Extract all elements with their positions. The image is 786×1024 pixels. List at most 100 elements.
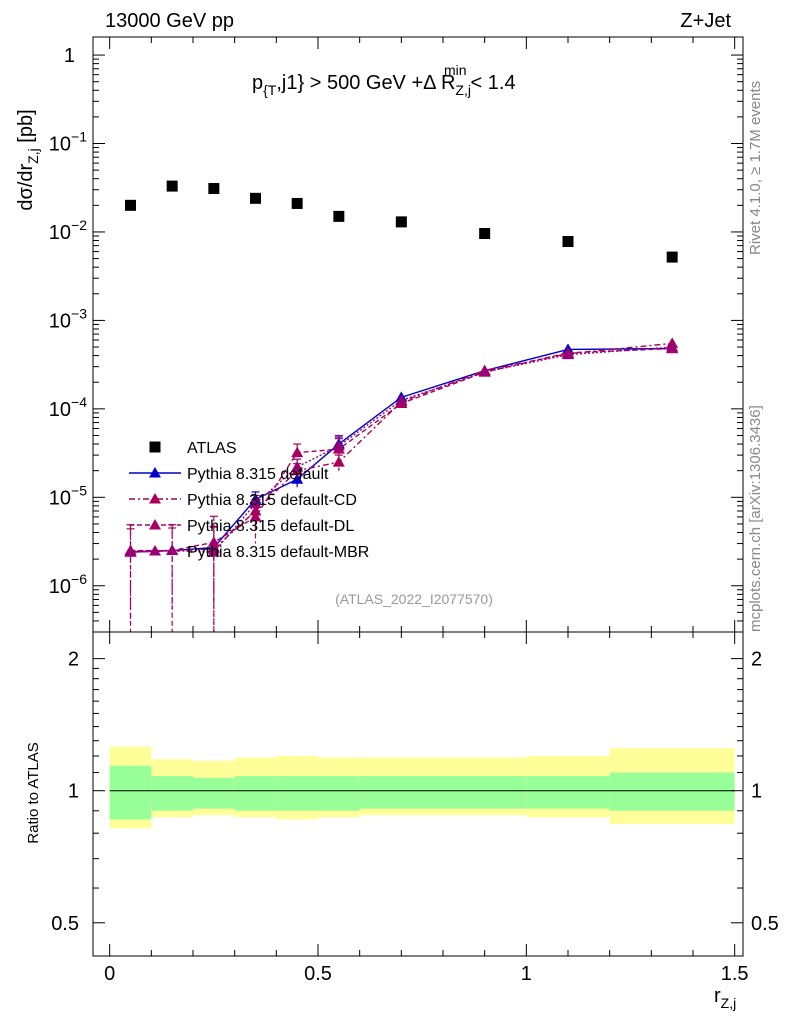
y-tick-base: 10 bbox=[49, 576, 71, 598]
ratio-band-inner bbox=[193, 777, 235, 809]
main-panel: 110−110−210−310−410−510−6 bbox=[49, 36, 744, 633]
series-line-4 bbox=[130, 346, 673, 553]
ratio-band-inner bbox=[359, 776, 443, 809]
x-tick-label: 0 bbox=[104, 963, 115, 985]
y-tick-label: 10−5 bbox=[49, 482, 87, 509]
series-point-4 bbox=[562, 348, 574, 360]
energy-label: 13000 GeV pp bbox=[105, 10, 234, 32]
atlas-point bbox=[479, 228, 491, 240]
series-point-4 bbox=[291, 461, 304, 472]
title-pt: p bbox=[252, 72, 263, 94]
x-axis-label-main: r bbox=[714, 985, 721, 1007]
title-cut: < 1.4 bbox=[471, 72, 516, 94]
legend-marker bbox=[149, 519, 161, 530]
y-tick-exp: −4 bbox=[71, 394, 87, 410]
ratio-panel: 0.5 0.5 1 1 2 2 0 0.5 1 1.5 bbox=[51, 631, 779, 985]
ratio-tick-label-right: 0.5 bbox=[751, 913, 779, 935]
atlas-point bbox=[666, 251, 678, 263]
atlas-point bbox=[562, 235, 574, 247]
x-tick-label: 0.5 bbox=[304, 963, 332, 985]
series-point-4 bbox=[332, 440, 345, 451]
legend: ATLAS Pythia 8.315 default Pythia 8.315 de… bbox=[129, 440, 369, 561]
rivet-version-label: Rivet 4.1.0, ≥ 1.7M events bbox=[747, 80, 764, 255]
y-tick-label: 10−6 bbox=[49, 571, 87, 598]
ratio-band-inner bbox=[443, 776, 527, 809]
y-tick-label: 1 bbox=[64, 45, 75, 67]
y-tick-label: 10−4 bbox=[49, 394, 87, 421]
ratio-band-inner bbox=[318, 776, 360, 811]
legend-marker bbox=[149, 545, 161, 556]
y-axis-label-unit: [pb] bbox=[15, 109, 37, 148]
y-tick-label: 10−3 bbox=[49, 305, 87, 332]
legend-marker-atlas bbox=[149, 441, 161, 453]
ratio-tick-label: 0.5 bbox=[51, 913, 79, 935]
series-point-4 bbox=[395, 394, 408, 405]
y-tick-exp: −6 bbox=[71, 571, 87, 587]
ratio-tick-label: 2 bbox=[68, 649, 79, 671]
series-point-4 bbox=[478, 366, 491, 377]
ratio-band-inner bbox=[276, 776, 318, 811]
ratio-tick-label: 1 bbox=[68, 781, 79, 803]
y-axis-label-main: dσ/dr bbox=[15, 164, 37, 211]
y-tick-exp: −3 bbox=[71, 305, 87, 321]
series-line-3 bbox=[130, 347, 673, 552]
legend-label: Pythia 8.315 default-DL bbox=[187, 518, 354, 535]
title-dr-sub: Z,j bbox=[455, 82, 471, 98]
y-tick-exp: −1 bbox=[71, 129, 87, 145]
y-tick-base: 10 bbox=[49, 399, 71, 421]
series-point-4 bbox=[207, 546, 220, 557]
title-pt-sub: {T bbox=[263, 82, 277, 98]
process-label: Z+Jet bbox=[680, 10, 731, 32]
chart-title: p{T,j1} > 500 GeV +Δ RZ,j min< 1.4 bbox=[252, 62, 516, 98]
y-tick-base: 10 bbox=[49, 487, 71, 509]
legend-label: Pythia 8.315 default-MBR bbox=[187, 544, 369, 561]
ratio-y-axis-label: Ratio to ATLAS bbox=[25, 742, 42, 843]
legend-marker bbox=[149, 467, 161, 478]
y-axis-label: dσ/drZ,j [pb] bbox=[15, 109, 41, 210]
y-tick-label: 10−1 bbox=[49, 129, 87, 156]
ratio-band-inner bbox=[109, 765, 152, 820]
legend-label: Pythia 8.315 default-CD bbox=[187, 492, 357, 509]
ratio-band-inner bbox=[151, 776, 193, 811]
title-dr-sup: min bbox=[444, 62, 467, 78]
y-tick-label: 10−2 bbox=[49, 217, 87, 244]
atlas-point bbox=[208, 182, 220, 194]
y-axis-label-sub: Z,j bbox=[25, 148, 41, 164]
y-tick-exp: −5 bbox=[71, 482, 87, 498]
atlas-point bbox=[395, 216, 407, 228]
main-panel-frame bbox=[92, 36, 744, 633]
series-point-3 bbox=[249, 510, 262, 522]
mcplots-label: mcplots.cern.ch [arXiv:1306.3436] bbox=[747, 405, 764, 632]
title-pt-rest: ,j1} > 500 GeV +Δ R bbox=[276, 72, 455, 94]
ratio-band-inner bbox=[526, 776, 610, 809]
y-tick-base: 10 bbox=[49, 222, 71, 244]
series-point-4 bbox=[249, 497, 262, 509]
atlas-point bbox=[291, 197, 303, 209]
atlas-point bbox=[166, 180, 178, 192]
main-panel-data bbox=[124, 180, 679, 632]
legend-marker bbox=[149, 493, 161, 504]
series-point-4 bbox=[666, 341, 679, 352]
atlas-point bbox=[250, 192, 261, 204]
ratio-panel-frame bbox=[92, 631, 744, 957]
series-point-3 bbox=[291, 446, 304, 458]
x-tick-label: 1.5 bbox=[721, 963, 749, 985]
atlas-point bbox=[125, 199, 136, 211]
analysis-id: (ATLAS_2022_I2077570) bbox=[335, 591, 493, 607]
y-tick-base: 10 bbox=[49, 134, 71, 156]
ratio-band-inner bbox=[234, 776, 277, 811]
ratio-tick-label-right: 2 bbox=[751, 649, 762, 671]
series-line-1 bbox=[130, 347, 673, 553]
ratio-band-inner bbox=[609, 772, 735, 811]
x-axis-label-sub: Z,j bbox=[721, 995, 737, 1011]
series-point-4 bbox=[166, 544, 179, 556]
ratio-panel-data bbox=[109, 746, 735, 829]
x-axis-label: rZ,j bbox=[714, 985, 736, 1011]
y-tick-base: 10 bbox=[49, 310, 71, 332]
atlas-point bbox=[333, 210, 345, 222]
series-point-3 bbox=[207, 536, 220, 547]
ratio-tick-label-right: 1 bbox=[751, 781, 762, 803]
legend-label: Pythia 8.315 default bbox=[187, 466, 329, 483]
legend-label: ATLAS bbox=[187, 440, 237, 457]
y-tick-exp: −2 bbox=[71, 217, 87, 233]
